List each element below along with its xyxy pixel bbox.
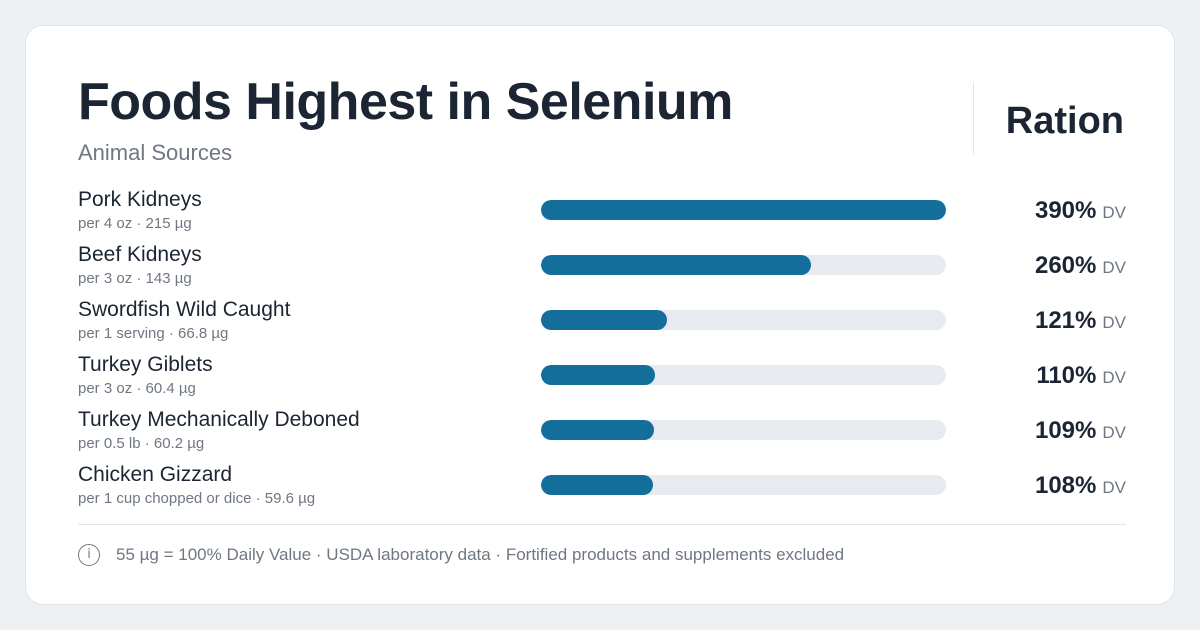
chart-subtitle: Animal Sources [78,140,233,165]
dv-suffix: DV [1102,423,1126,442]
bar-track [541,200,946,220]
value-label: 109% DV [1035,414,1126,451]
brand-logo: Ration [1005,100,1124,142]
food-serving-detail: per 0.5 lb · 60.2 µg [78,435,205,452]
bar [541,255,811,275]
dv-suffix: DV [1102,368,1126,387]
dv-suffix: DV [1102,203,1126,222]
bar-row: Turkey Giblets per 3 oz · 60.4 µg 110% DV [26,351,1176,406]
bar-track [541,420,946,440]
bar-track [541,255,946,275]
value-label: 110% DV [1036,359,1126,396]
bar [541,420,655,440]
value-label: 390% DV [1035,194,1126,231]
bar [541,365,656,385]
bar-row: Beef Kidneys per 3 oz · 143 µg 260% DV [26,241,1176,296]
chart-title: Foods Highest in Selenium [78,73,733,131]
food-serving-detail: per 1 serving · 66.8 µg [78,325,229,342]
bar-row: Turkey Mechanically Deboned per 0.5 lb · … [26,406,1176,461]
bar-row: Pork Kidneys per 4 oz · 215 µg 390% DV [26,186,1176,241]
food-serving-detail: per 3 oz · 143 µg [78,270,192,287]
food-name: Turkey Mechanically Deboned [78,408,360,431]
chart-card: Foods Highest in Selenium Animal Sources… [25,25,1175,605]
footer-divider [78,524,1126,525]
percent-dv: 109% [1034,417,1097,444]
bar [541,310,667,330]
food-serving-detail: per 3 oz · 60.4 µg [78,380,196,397]
info-icon: i [78,544,100,566]
food-name: Swordfish Wild Caught [78,298,291,321]
food-serving-detail: per 4 oz · 215 µg [78,215,192,232]
percent-dv: 260% [1034,252,1097,279]
percent-dv: 108% [1034,472,1097,499]
value-label: 108% DV [1035,469,1126,506]
bar [541,200,946,220]
dv-suffix: DV [1102,258,1126,277]
dv-suffix: DV [1102,478,1126,497]
value-label: 121% DV [1035,304,1126,341]
percent-dv: 110% [1036,362,1097,389]
footnote: 55 µg = 100% Daily Value · USDA laborato… [116,545,845,564]
food-name: Chicken Gizzard [78,463,233,486]
food-name: Turkey Giblets [78,353,213,376]
bar-row: Chicken Gizzard per 1 cup chopped or dice… [26,461,1176,516]
bar-track [541,310,946,330]
percent-dv: 390% [1034,197,1097,224]
dv-suffix: DV [1102,313,1126,332]
food-serving-detail: per 1 cup chopped or dice · 59.6 µg [78,490,316,507]
bar-row: Swordfish Wild Caught per 1 serving · 66.… [26,296,1176,351]
brand-divider [973,82,974,154]
food-name: Beef Kidneys [78,243,202,266]
bar-track [541,365,946,385]
food-name: Pork Kidneys [78,188,202,211]
bar [541,475,654,495]
bar-track [541,475,946,495]
value-label: 260% DV [1035,249,1126,286]
percent-dv: 121% [1034,307,1097,334]
